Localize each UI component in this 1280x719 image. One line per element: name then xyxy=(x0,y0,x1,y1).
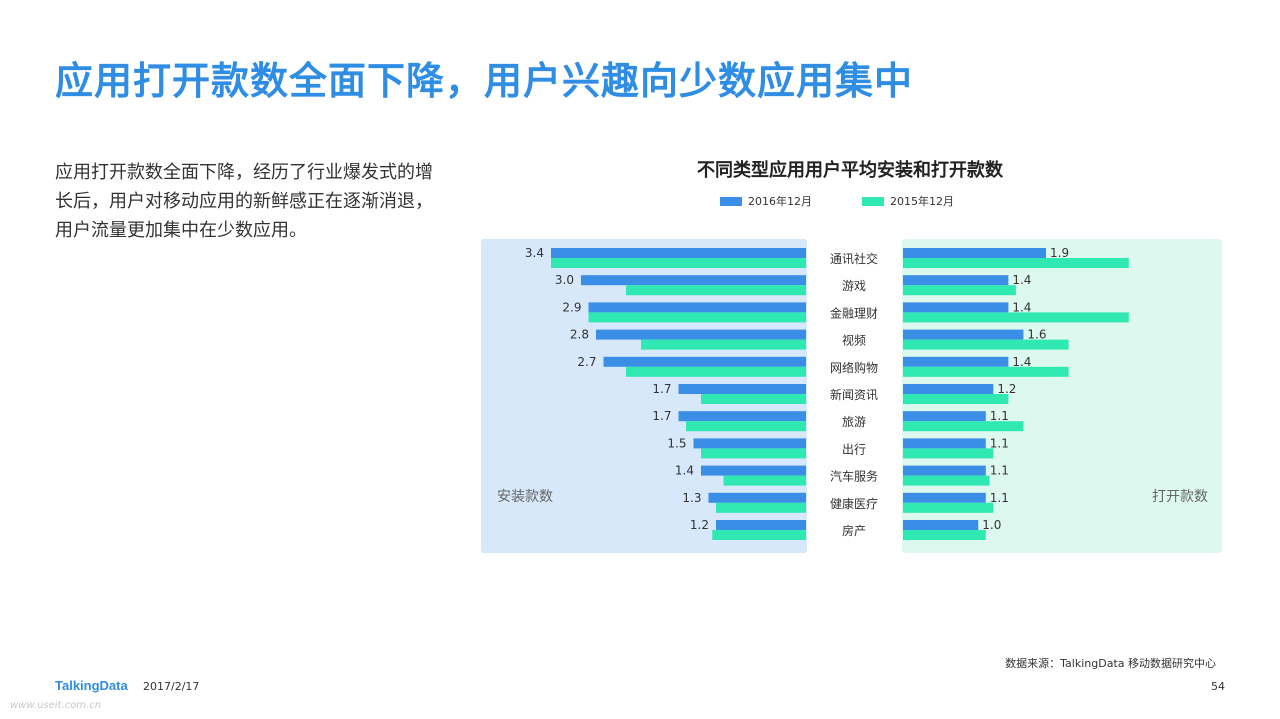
legend-label-2015: 2015年12月 xyxy=(890,195,954,208)
open-value-label: 1.1 xyxy=(990,464,1009,478)
legend-swatch-2016 xyxy=(720,196,742,206)
install-bar-2016 xyxy=(551,248,806,258)
legend-label-2016: 2016年12月 xyxy=(748,195,812,208)
category-label: 汽车服务 xyxy=(830,469,878,484)
legend-swatch-2015 xyxy=(862,196,884,206)
install-bar-2016 xyxy=(581,275,806,286)
install-bar-2015 xyxy=(723,475,806,486)
open-value-label: 1.4 xyxy=(1012,273,1031,287)
open-bar-2016 xyxy=(903,520,979,530)
install-bar-2016 xyxy=(708,492,806,503)
install-value-label: 3.0 xyxy=(555,273,574,287)
open-value-label: 1.6 xyxy=(1027,328,1046,342)
open-bar-2016 xyxy=(903,356,1009,367)
open-bar-2016 xyxy=(903,438,986,449)
install-value-label: 2.7 xyxy=(577,355,596,369)
open-value-label: 1.4 xyxy=(1012,355,1031,369)
install-bar-2016 xyxy=(678,384,806,394)
install-bar-2016 xyxy=(716,520,806,530)
install-panel-label: 安装款数 xyxy=(497,489,553,505)
open-bar-2015 xyxy=(903,475,990,486)
open-bar-2016 xyxy=(903,329,1024,340)
install-value-label: 2.9 xyxy=(562,300,581,314)
open-bar-2015 xyxy=(903,448,994,459)
category-label: 房产 xyxy=(842,523,866,538)
open-bar-2015 xyxy=(903,339,1069,350)
install-bar-2016 xyxy=(596,329,806,340)
open-bar-2016 xyxy=(903,248,1046,258)
open-bar-2015 xyxy=(903,530,986,540)
install-value-label: 1.3 xyxy=(682,491,701,505)
category-label: 游戏 xyxy=(842,279,866,293)
open-bar-2016 xyxy=(903,302,1009,313)
category-label: 健康医疗 xyxy=(830,496,878,511)
install-bar-2015 xyxy=(686,421,806,432)
category-label: 视频 xyxy=(842,333,866,348)
open-value-label: 1.1 xyxy=(990,491,1009,505)
open-bar-2015 xyxy=(903,366,1069,377)
install-bar-2015 xyxy=(551,258,806,268)
category-label: 通讯社交 xyxy=(830,251,878,266)
install-bar-2015 xyxy=(716,502,806,513)
category-label: 旅游 xyxy=(842,415,866,429)
data-source: 数据来源：TalkingData 移动数据研究中心 xyxy=(1005,657,1216,670)
open-bar-2016 xyxy=(903,465,986,476)
install-bar-2015 xyxy=(701,394,806,404)
install-value-label: 3.4 xyxy=(525,246,544,260)
install-value-label: 2.8 xyxy=(570,328,589,342)
open-bar-2015 xyxy=(903,258,1129,268)
install-bar-2015 xyxy=(626,285,806,296)
install-bar-2016 xyxy=(678,411,806,422)
intro-text: 应用打开款数全面下降，经历了行业爆发式的增长后，用户对移动应用的新鲜感正在逐渐消… xyxy=(55,162,433,241)
install-bar-2015 xyxy=(712,530,806,540)
open-value-label: 1.1 xyxy=(990,409,1009,423)
open-value-label: 1.9 xyxy=(1050,246,1069,260)
legend-item-2016: 2016年12月 xyxy=(720,193,812,209)
install-bar-2016 xyxy=(701,465,806,476)
open-bar-2016 xyxy=(903,411,986,422)
open-bar-2016 xyxy=(903,384,994,394)
page-number: 54 xyxy=(1211,680,1225,693)
open-bar-2016 xyxy=(903,492,986,503)
install-bar-2015 xyxy=(588,312,806,323)
open-bar-2015 xyxy=(903,502,994,513)
install-bar-2016 xyxy=(603,356,806,367)
open-bar-2015 xyxy=(903,394,1009,404)
legend-item-2015: 2015年12月 xyxy=(862,193,954,209)
install-bar-2016 xyxy=(693,438,806,449)
install-bar-2016 xyxy=(588,302,806,313)
category-label: 网络购物 xyxy=(830,360,878,375)
install-value-label: 1.5 xyxy=(667,436,686,450)
install-value-label: 1.4 xyxy=(675,464,694,478)
install-bar-2015 xyxy=(626,366,806,377)
chart-title: 不同类型应用用户平均安装和打开款数 xyxy=(697,160,1003,181)
open-bar-2015 xyxy=(903,285,1016,296)
watermark: www.useit.com.cn xyxy=(10,700,102,711)
category-label: 金融理财 xyxy=(830,305,878,320)
install-bar-2015 xyxy=(641,339,806,350)
open-bar-2015 xyxy=(903,421,1024,432)
open-value-label: 1.2 xyxy=(997,382,1016,396)
chart-legend: 2016年12月 2015年12月 xyxy=(0,193,1280,211)
open-panel-label: 打开款数 xyxy=(1152,488,1208,505)
talkingdata-logo: TalkingData xyxy=(55,678,128,693)
install-value-label: 1.7 xyxy=(652,409,671,423)
open-bar-2016 xyxy=(903,275,1009,286)
open-value-label: 1.4 xyxy=(1012,300,1031,314)
install-value-label: 1.7 xyxy=(652,382,671,396)
category-label: 出行 xyxy=(842,442,866,456)
open-value-label: 1.0 xyxy=(982,518,1001,532)
page-title: 应用打开款数全面下降，用户兴趣向少数应用集中 xyxy=(55,59,914,103)
install-bar-2015 xyxy=(701,448,806,459)
install-value-label: 1.2 xyxy=(690,518,709,532)
open-value-label: 1.1 xyxy=(990,436,1009,450)
category-label: 新闻资讯 xyxy=(830,387,878,402)
report-date: 2017/2/17 xyxy=(143,680,200,693)
open-bar-2015 xyxy=(903,312,1129,323)
